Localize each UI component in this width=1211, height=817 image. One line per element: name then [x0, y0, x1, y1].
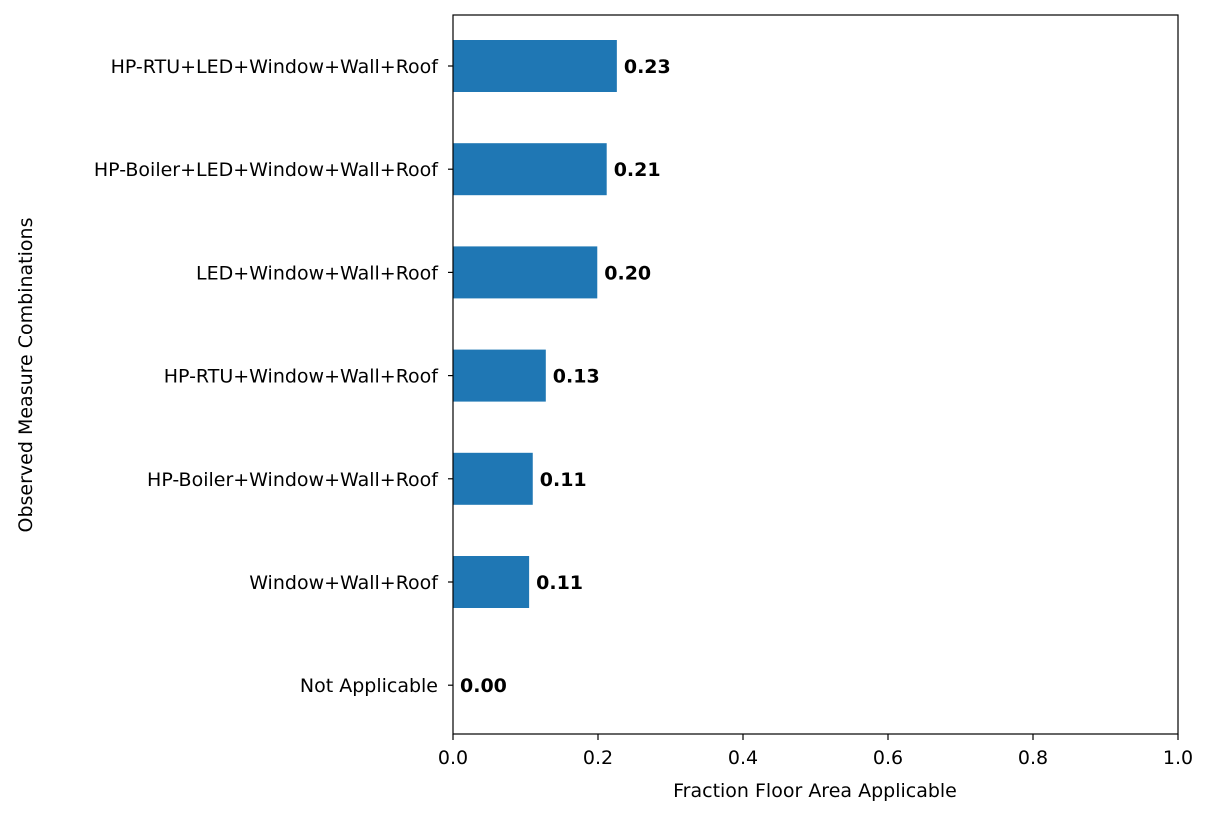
- x-tick-label: 0.8: [1018, 747, 1048, 769]
- bar: [453, 349, 546, 402]
- x-tick-label: 0.4: [728, 747, 758, 769]
- y-tick-label: LED+Window+Wall+Roof: [196, 262, 439, 284]
- y-tick-label: HP-Boiler+LED+Window+Wall+Roof: [94, 159, 439, 181]
- y-tick-label: HP-RTU+Window+Wall+Roof: [164, 366, 440, 388]
- y-tick-label: HP-RTU+LED+Window+Wall+Roof: [111, 56, 440, 78]
- y-axis-title: Observed Measure Combinations: [15, 218, 37, 533]
- bars-group: [453, 40, 617, 608]
- bar: [453, 246, 598, 299]
- y-tick-label: HP-Boiler+Window+Wall+Roof: [147, 469, 439, 491]
- bar: [453, 40, 617, 92]
- bar-value-label: 0.11: [540, 469, 587, 491]
- bar-value-label: 0.21: [614, 159, 661, 181]
- plot-frame: [452, 14, 1179, 735]
- y-tick-label: Not Applicable: [300, 675, 438, 697]
- bar: [453, 143, 607, 196]
- axes-group: HP-RTU+LED+Window+Wall+Roof HP-Boiler+LED…: [94, 14, 1193, 769]
- bar-value-label: 0.20: [604, 262, 651, 284]
- bar-value-label: 0.00: [460, 675, 507, 697]
- x-tick-label: 0.6: [873, 747, 903, 769]
- x-axis-title: Fraction Floor Area Applicable: [673, 780, 957, 802]
- bar-value-label: 0.11: [536, 572, 583, 594]
- bar: [453, 556, 530, 608]
- bar-value-label: 0.23: [624, 56, 671, 78]
- y-tick-label: Window+Wall+Roof: [249, 572, 439, 594]
- labels-group: 0.23 0.21 0.20 0.13 0.11 0.11 0.00: [460, 56, 671, 697]
- x-tick-label: 0.0: [438, 747, 468, 769]
- bar: [453, 452, 533, 505]
- bar-value-label: 0.13: [553, 366, 600, 388]
- x-tick-label: 1.0: [1163, 747, 1193, 769]
- x-tick-label: 0.2: [583, 747, 613, 769]
